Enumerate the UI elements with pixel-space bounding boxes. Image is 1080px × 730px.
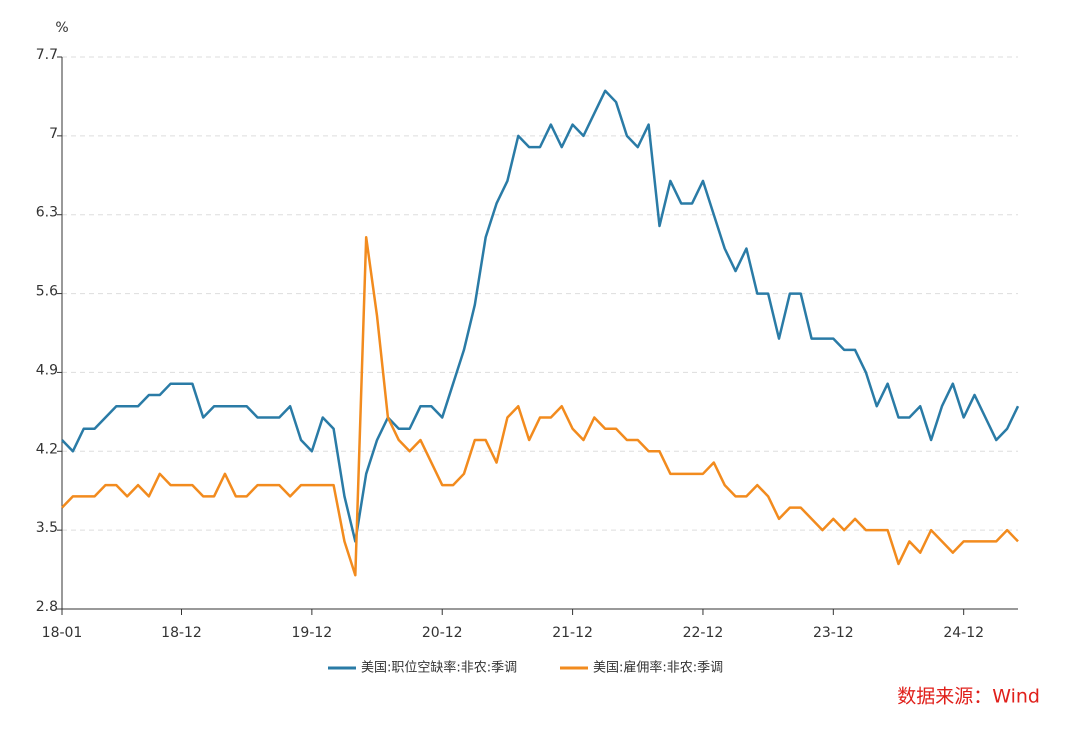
y-tick-label: 6.3 — [36, 205, 58, 221]
series-line — [61, 89, 1020, 543]
y-tick-label: 2.8 — [36, 599, 58, 615]
x-tick-label: 18-01 — [42, 625, 83, 641]
y-tick-label: 3.5 — [36, 520, 58, 536]
x-tick-label: 18-12 — [161, 625, 202, 641]
source-note: 数据来源：Wind — [897, 686, 1040, 708]
x-tick-label: 22-12 — [683, 625, 724, 641]
x-tick-label: 19-12 — [292, 625, 333, 641]
y-tick-label: 7 — [49, 126, 58, 142]
x-tick-label: 23-12 — [813, 625, 854, 641]
legend-label: 美国:雇佣率:非农:季调 — [593, 660, 723, 676]
y-unit-label: % — [55, 20, 68, 36]
y-tick-label: 4.9 — [36, 362, 58, 378]
y-tick-label: 7.7 — [36, 47, 58, 63]
x-tick-label: 24-12 — [943, 625, 984, 641]
y-tick-label: 5.6 — [36, 284, 58, 300]
x-tick-label: 21-12 — [552, 625, 593, 641]
x-tick-label: 20-12 — [422, 625, 463, 641]
legend-label: 美国:职位空缺率:非农:季调 — [361, 660, 517, 676]
y-tick-label: 4.2 — [36, 441, 58, 457]
series-line — [61, 235, 1019, 577]
